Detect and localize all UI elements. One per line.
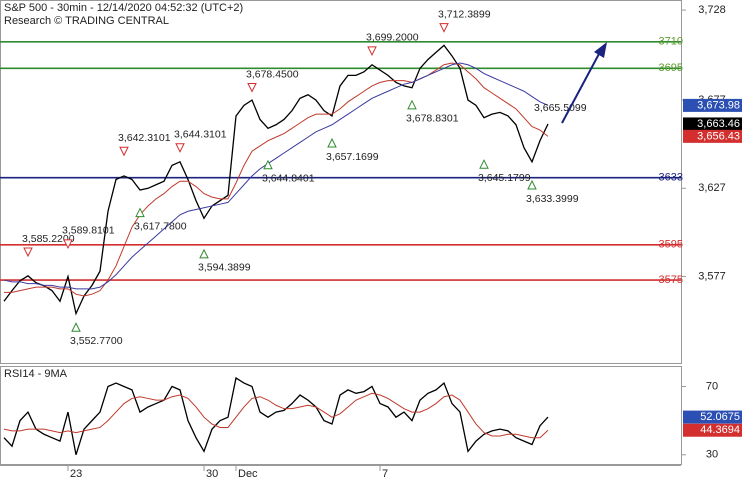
annotation-label: 3,642.3101: [118, 132, 171, 144]
y-tick-label: 3,627: [698, 182, 726, 194]
low-marker: [407, 99, 417, 110]
level-label: 3595: [659, 239, 683, 251]
annotation-label: 3,644.8401: [262, 173, 315, 185]
series-line: [4, 62, 549, 297]
y-tick-label: 3,728: [698, 4, 726, 16]
x-tick-label: 23: [70, 468, 82, 480]
last-value-label: 3,656.43: [697, 130, 740, 142]
annotation-label: 3,633.3999: [526, 193, 579, 205]
series-line: [3, 392, 549, 439]
high-marker: [23, 247, 33, 258]
series-line: [3, 62, 549, 290]
annotation-label: 3,644.3101: [174, 129, 227, 141]
chart-subtitle: Research © TRADING CENTRAL: [4, 15, 169, 27]
low-marker: [135, 207, 145, 218]
price-panel: [0, 0, 682, 364]
high-marker: [119, 146, 129, 157]
high-marker: [367, 46, 377, 57]
x-tick-label: Dec: [238, 468, 258, 480]
level-label: 3575: [659, 274, 683, 286]
rsi-title: RSI14 - 9MA: [4, 368, 68, 380]
annotation-label: 3,594.3899: [198, 262, 251, 274]
level-label: 3633: [659, 172, 683, 184]
rsi-panel: [0, 366, 682, 465]
level-label: 3695: [659, 62, 683, 74]
annotation-label: 3,617.7800: [134, 220, 187, 232]
last-value-box: [683, 410, 742, 424]
annotation-label: 3,589.8101: [62, 225, 115, 237]
annotation-label: 3,552.7700: [70, 335, 123, 347]
last-value-box: [683, 423, 742, 437]
chart-title: S&P 500 - 30min - 12/14/2020 04:52:32 (U…: [4, 2, 243, 14]
annotation-label: 3,657.1699: [326, 151, 379, 163]
low-marker: [327, 137, 337, 148]
last-value-label: 3,663.46: [697, 118, 740, 130]
y-tick-label: 3,577: [698, 270, 726, 282]
low-marker: [527, 179, 537, 190]
high-marker: [175, 143, 185, 153]
annotation-label: 3,699.2000: [366, 32, 419, 44]
plot-layer: 3,7283,6773,6273,57737103695363335953575…: [0, 4, 742, 480]
high-marker: [439, 23, 449, 33]
low-marker: [479, 159, 489, 169]
level-label: 3710: [659, 36, 683, 48]
last-value-label: 44.3694: [700, 424, 740, 436]
x-tick-label: 30: [206, 468, 218, 480]
forecast-arrow-head: [594, 42, 607, 58]
low-marker: [263, 159, 273, 170]
high-marker: [247, 83, 257, 93]
last-value-label: 3,673.98: [697, 99, 740, 111]
last-value-box: [683, 129, 742, 143]
low-marker: [71, 322, 81, 332]
annotation-label: 3,678.8301: [406, 113, 459, 125]
low-marker: [199, 248, 209, 259]
last-value-label: 52.0675: [700, 411, 740, 423]
annotation-label: 3,678.4500: [246, 68, 299, 80]
y-tick-label: 70: [706, 380, 718, 392]
annotation-label: 3,665.5099: [534, 102, 587, 114]
annotation-label: 3,712.3899: [438, 8, 491, 20]
y-tick-label: 30: [706, 449, 718, 461]
last-value-box: [683, 98, 742, 112]
high-marker: [63, 239, 73, 250]
annotation-label: 3,585.2200: [22, 233, 75, 245]
last-value-box: [683, 117, 742, 131]
x-tick-label: 7: [382, 468, 388, 480]
series-line: [3, 376, 549, 455]
annotation-label: 3,645.1799: [478, 172, 531, 184]
forecast-arrow: [561, 51, 601, 124]
